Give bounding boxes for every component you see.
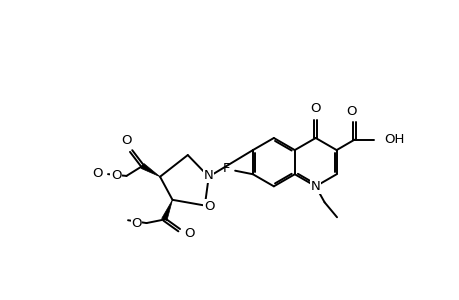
Text: N: N [203, 169, 213, 182]
Text: F: F [222, 162, 230, 176]
Text: N: N [310, 180, 320, 193]
Text: O: O [131, 217, 141, 230]
Polygon shape [141, 164, 160, 177]
Text: O: O [184, 227, 194, 240]
Text: O: O [121, 134, 131, 147]
Text: O: O [203, 200, 214, 213]
Polygon shape [161, 200, 172, 220]
Text: O: O [92, 167, 103, 180]
Text: OH: OH [383, 133, 403, 146]
Text: O: O [111, 169, 121, 182]
Text: O: O [346, 105, 356, 118]
Text: O: O [310, 102, 320, 115]
